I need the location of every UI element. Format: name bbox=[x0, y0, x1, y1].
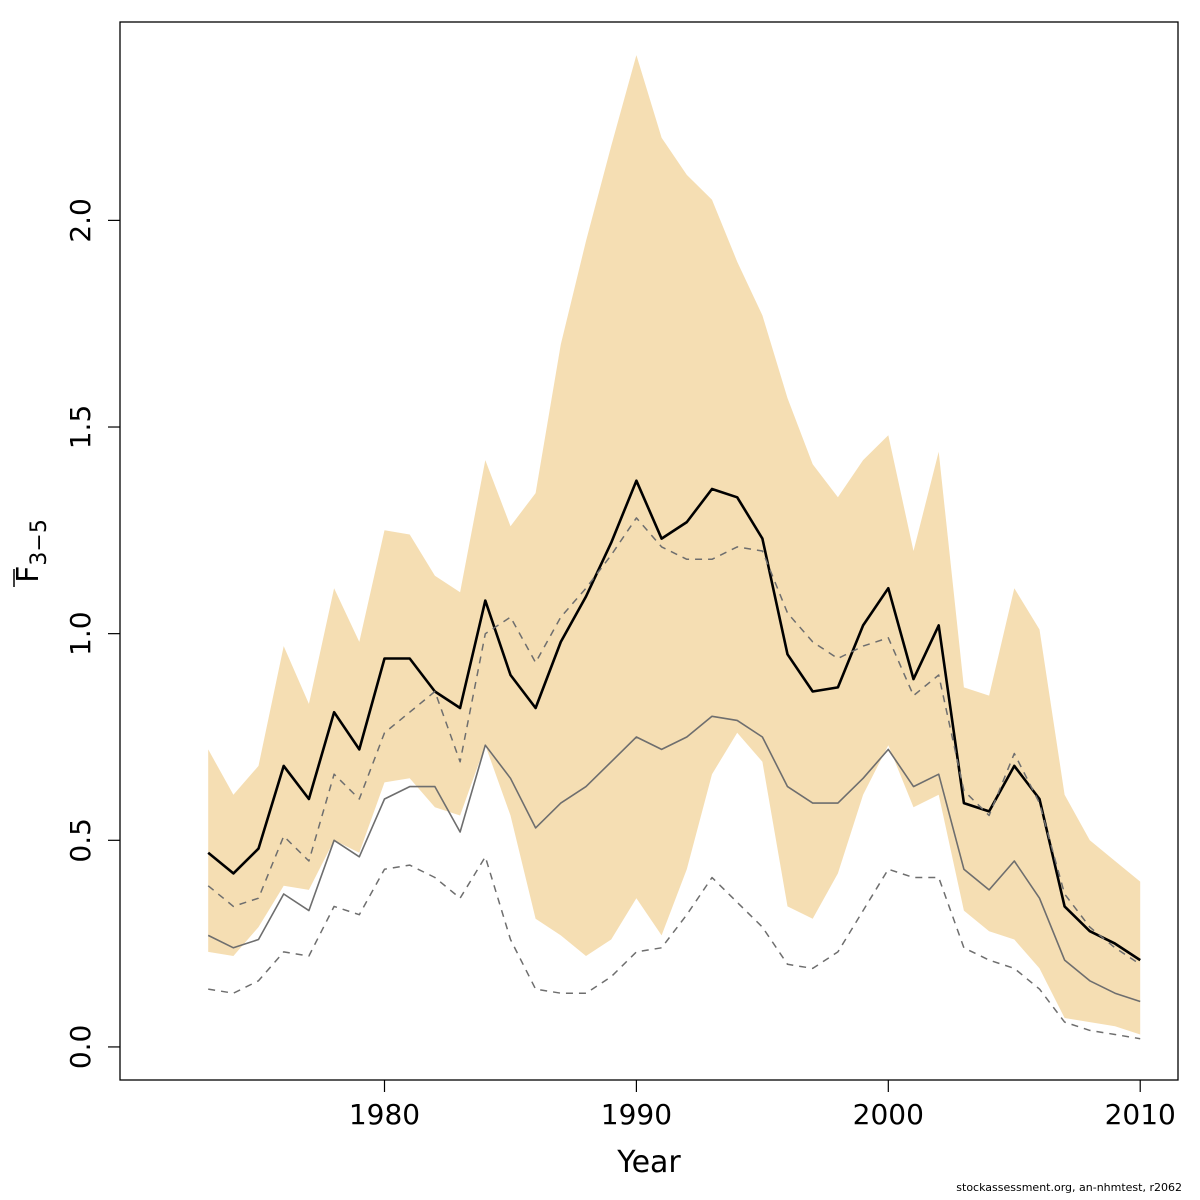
y-tick-label-0.0: 0.0 bbox=[64, 1025, 97, 1070]
series-line-3 bbox=[207, 517, 1141, 965]
x-tick-label-1980: 1980 bbox=[349, 1098, 420, 1131]
series-line-4 bbox=[208, 856, 1141, 1040]
plot-area bbox=[207, 55, 1141, 1040]
credit-text: stockassessment.org, an-nhmtest, r2062 bbox=[956, 1181, 1182, 1194]
y-tick-label-1.0: 1.0 bbox=[64, 611, 97, 656]
y-tick-label-2.0: 2.0 bbox=[64, 198, 97, 243]
svg-text:F3−5: F3−5 bbox=[11, 519, 52, 583]
x-axis-title: Year bbox=[616, 1145, 681, 1180]
y-axis-title: F3−5 bbox=[11, 519, 52, 587]
x-axis: 1980 1990 2000 2010 bbox=[349, 1080, 1176, 1131]
series-line-2 bbox=[207, 715, 1141, 1003]
confidence-band bbox=[208, 55, 1141, 1035]
plot-frame bbox=[119, 21, 1179, 1081]
y-axis-title-sub: 3−5 bbox=[27, 519, 52, 565]
y-axis-title-main: F bbox=[11, 566, 46, 583]
x-tick-label-2010: 2010 bbox=[1105, 1098, 1176, 1131]
x-tick-label-1990: 1990 bbox=[601, 1098, 672, 1131]
y-axis: 0.0 0.5 1.0 1.5 2.0 bbox=[64, 198, 120, 1069]
series-line-1 bbox=[207, 479, 1141, 962]
y-tick-label-0.5: 0.5 bbox=[64, 818, 97, 863]
x-tick-label-2000: 2000 bbox=[853, 1098, 924, 1131]
y-tick-label-1.5: 1.5 bbox=[64, 405, 97, 450]
